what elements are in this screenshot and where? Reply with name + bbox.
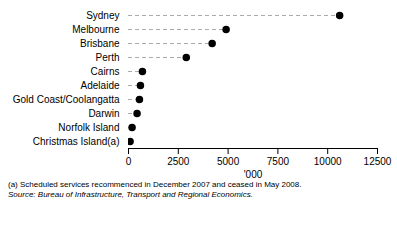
svg-text:Brisbane: Brisbane <box>80 38 120 49</box>
svg-text:Gold Coast/Coolangatta: Gold Coast/Coolangatta <box>13 94 120 105</box>
svg-text:Cairns: Cairns <box>91 66 120 77</box>
svg-text:Perth: Perth <box>96 52 120 63</box>
svg-text:5000: 5000 <box>217 156 240 167</box>
svg-text:Adelaide: Adelaide <box>81 80 120 91</box>
svg-text:2500: 2500 <box>167 156 190 167</box>
svg-text:10000: 10000 <box>314 156 342 167</box>
svg-text:Norfolk Island: Norfolk Island <box>58 122 119 133</box>
html-text:Source: Bureau of Infrastructu: Source: Bureau of Infrastructure, Transp… <box>8 190 253 200</box>
svg-text:12500: 12500 <box>364 156 392 167</box>
svg-text:Melbourne: Melbourne <box>72 24 120 35</box>
svg-text:Sydney: Sydney <box>86 10 119 21</box>
svg-text:'000: '000 <box>244 169 263 180</box>
svg-text:Darwin: Darwin <box>88 108 119 119</box>
html-text:(a) Scheduled services recomme: (a) Scheduled services recommenced in De… <box>8 180 302 189</box>
svg-text:7500: 7500 <box>267 156 290 167</box>
svg-text:0: 0 <box>126 156 132 167</box>
svg-text:Christmas Island(a): Christmas Island(a) <box>33 136 120 147</box>
